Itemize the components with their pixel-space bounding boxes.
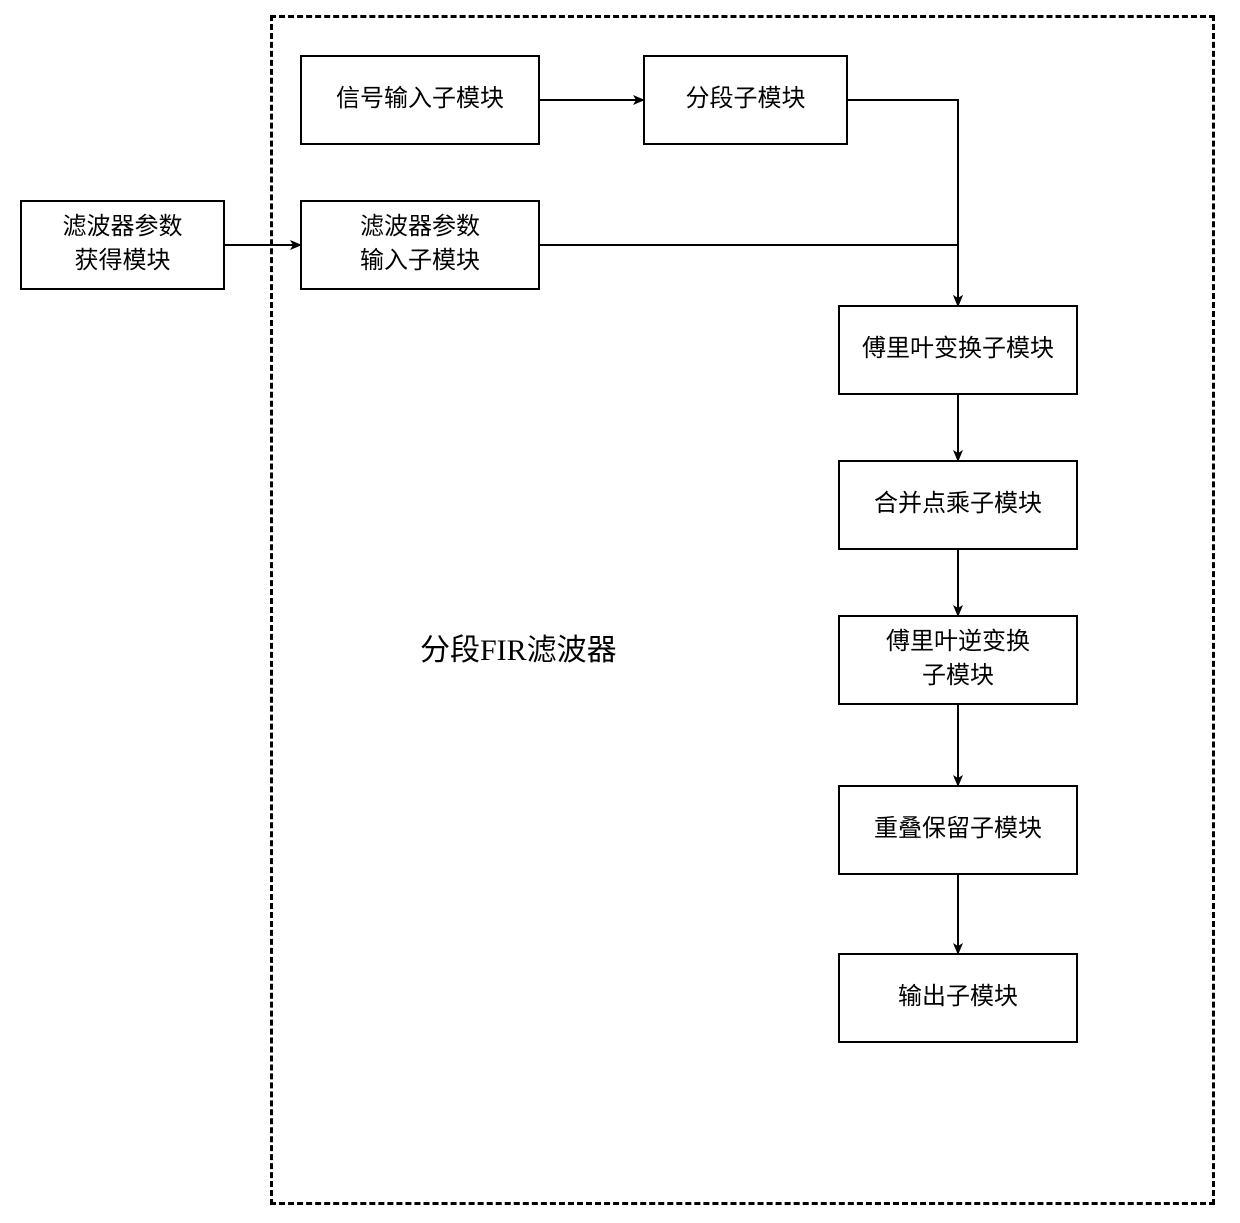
node-merge_mul: 合并点乘子模块 xyxy=(838,460,1078,550)
node-label-line: 输出子模块 xyxy=(898,984,1018,1010)
diagram-canvas: 分段FIR滤波器 滤波器参数获得模块 信号输入子模块 分段子模块滤波器参数输入子模块… xyxy=(0,0,1240,1223)
node-label-line: 滤波器参数 xyxy=(63,214,183,240)
node-label-line: 傅里叶变换子模块 xyxy=(862,336,1054,362)
node-fft: 傅里叶变换子模块 xyxy=(838,305,1078,395)
node-label-line: 分段子模块 xyxy=(686,86,806,112)
node-label-line: 获得模块 xyxy=(75,248,171,274)
node-label-line: 滤波器参数 xyxy=(360,214,480,240)
node-sig_in: 信号输入子模块 xyxy=(300,55,540,145)
node-ext_param: 滤波器参数获得模块 xyxy=(20,200,225,290)
node-label-line: 重叠保留子模块 xyxy=(874,816,1042,842)
node-label-line: 输入子模块 xyxy=(360,248,480,274)
node-output: 输出子模块 xyxy=(838,953,1078,1043)
node-label-line: 子模块 xyxy=(922,663,994,689)
node-label-line: 合并点乘子模块 xyxy=(874,491,1042,517)
container-label: 分段FIR滤波器 xyxy=(420,625,617,669)
node-label-line: 信号输入子模块 xyxy=(336,86,504,112)
node-param_in: 滤波器参数输入子模块 xyxy=(300,200,540,290)
node-ifft: 傅里叶逆变换子模块 xyxy=(838,615,1078,705)
node-overlap: 重叠保留子模块 xyxy=(838,785,1078,875)
node-segment: 分段子模块 xyxy=(643,55,848,145)
node-label-line: 傅里叶逆变换 xyxy=(886,629,1030,655)
